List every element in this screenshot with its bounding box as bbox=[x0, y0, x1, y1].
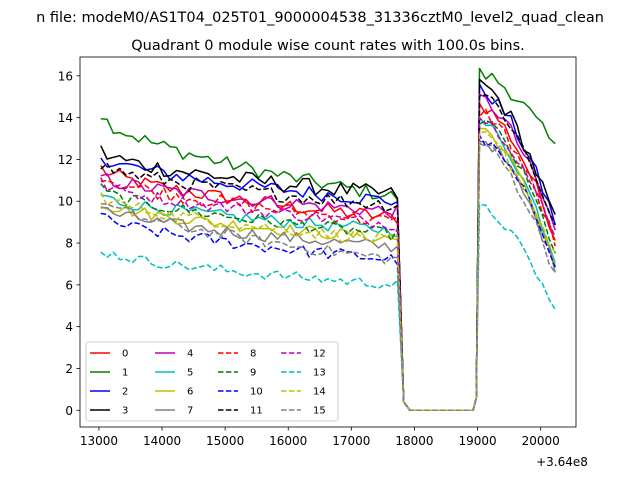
legend-label-9: 9 bbox=[250, 368, 256, 379]
series-line-15 bbox=[100, 142, 556, 412]
legend-label-10: 10 bbox=[250, 387, 263, 398]
legend-label-8: 8 bbox=[250, 349, 256, 360]
x-tick-label: 18000 bbox=[395, 434, 433, 448]
legend-label-13: 13 bbox=[313, 368, 326, 379]
series-line-8 bbox=[100, 108, 556, 412]
plot-area bbox=[100, 67, 556, 412]
legend-label-4: 4 bbox=[187, 349, 193, 360]
legend-label-15: 15 bbox=[313, 406, 326, 417]
y-tick-label: 16 bbox=[58, 69, 73, 83]
y-tick-label: 10 bbox=[58, 195, 73, 209]
y-tick-label: 14 bbox=[58, 111, 73, 125]
x-tick-label: 17000 bbox=[332, 434, 370, 448]
y-tick-label: 12 bbox=[58, 153, 73, 167]
x-tick-label: 14000 bbox=[143, 434, 181, 448]
x-tick-label: 13000 bbox=[80, 434, 118, 448]
series-line-14 bbox=[100, 130, 556, 412]
chart-suptitle: n file: modeM0/AS1T04_025T01_9000004538_… bbox=[36, 10, 604, 26]
legend-label-5: 5 bbox=[187, 368, 193, 379]
y-tick-label: 6 bbox=[65, 278, 73, 292]
y-tick-label: 8 bbox=[65, 237, 73, 251]
legend-label-3: 3 bbox=[122, 406, 128, 417]
legend-label-6: 6 bbox=[187, 387, 193, 398]
legend-label-11: 11 bbox=[250, 406, 263, 417]
chart-title: Quadrant 0 module wise count rates with … bbox=[131, 38, 525, 54]
x-offset-label: +3.64e8 bbox=[536, 455, 588, 469]
legend-label-7: 7 bbox=[187, 406, 193, 417]
x-tick-label: 19000 bbox=[458, 434, 496, 448]
x-tick-label: 20000 bbox=[522, 434, 560, 448]
legend-label-14: 14 bbox=[313, 387, 326, 398]
legend-label-1: 1 bbox=[122, 368, 128, 379]
x-tick-label: 16000 bbox=[269, 434, 307, 448]
y-tick-label: 0 bbox=[65, 404, 73, 418]
legend-label-0: 0 bbox=[122, 349, 128, 360]
axes: 13000 14000 15000 16000 17000 18000 19000 20000… bbox=[58, 56, 577, 448]
legend-box bbox=[85, 341, 339, 422]
y-tick-label: 4 bbox=[65, 320, 73, 334]
axes-frame bbox=[79, 56, 577, 428]
legend-label-2: 2 bbox=[122, 387, 128, 398]
legend-label-12: 12 bbox=[313, 349, 326, 360]
y-tick-label: 2 bbox=[65, 362, 73, 376]
x-tick-label: 15000 bbox=[206, 434, 244, 448]
